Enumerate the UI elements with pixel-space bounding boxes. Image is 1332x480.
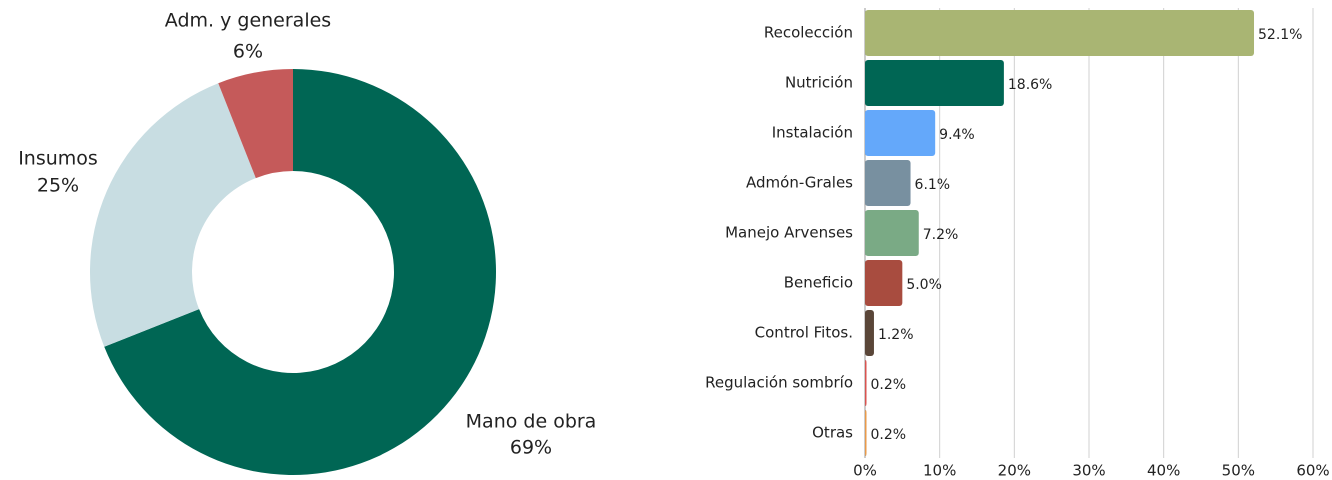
- bar: [865, 160, 911, 206]
- bar: [865, 410, 867, 456]
- y-tick-label: Instalación: [772, 124, 853, 142]
- donut-slice: [90, 83, 256, 347]
- value-label: 9.4%: [939, 127, 975, 143]
- value-label: 0.2%: [870, 377, 906, 393]
- y-tick-label: Beneficio: [784, 274, 853, 292]
- x-tick-label: 20%: [998, 462, 1031, 480]
- slice-label: Insumos: [18, 148, 98, 170]
- slice-label: Mano de obra: [466, 411, 597, 433]
- y-tick-label: Otras: [812, 424, 853, 442]
- y-tick-label: Manejo Arvenses: [725, 224, 853, 242]
- bar: [865, 310, 874, 356]
- x-tick-label: 40%: [1147, 462, 1180, 480]
- y-tick-label: Admón-Grales: [746, 174, 853, 192]
- y-tick-label: Regulación sombrío: [705, 374, 853, 392]
- x-tick-label: 10%: [923, 462, 956, 480]
- x-tick-label: 60%: [1296, 462, 1329, 480]
- value-label: 0.2%: [870, 427, 906, 443]
- slice-value-label: 6%: [233, 41, 263, 63]
- x-tick-label: 0%: [853, 462, 877, 480]
- value-label: 6.1%: [915, 177, 951, 193]
- y-tick-label: Control Fitos.: [755, 324, 853, 342]
- bar: [865, 10, 1255, 56]
- value-label: 52.1%: [1258, 27, 1302, 43]
- bar: [865, 360, 867, 406]
- bar: [865, 110, 936, 156]
- value-label: 7.2%: [923, 227, 959, 243]
- slice-label: Adm. y generales: [165, 10, 331, 32]
- bar: [865, 260, 903, 306]
- x-tick-label: 50%: [1222, 462, 1255, 480]
- y-tick-label: Recolección: [764, 24, 853, 42]
- slice-value-label: 69%: [510, 437, 552, 459]
- donut-slice: [104, 69, 496, 475]
- value-label: 18.6%: [1008, 77, 1052, 93]
- y-tick-label: Nutrición: [785, 74, 853, 92]
- donut-slice: [218, 69, 293, 179]
- bar: [865, 210, 919, 256]
- value-label: 1.2%: [878, 327, 914, 343]
- value-label: 5.0%: [906, 277, 942, 293]
- bar: [865, 60, 1004, 106]
- slice-value-label: 25%: [37, 175, 79, 197]
- x-tick-label: 30%: [1072, 462, 1105, 480]
